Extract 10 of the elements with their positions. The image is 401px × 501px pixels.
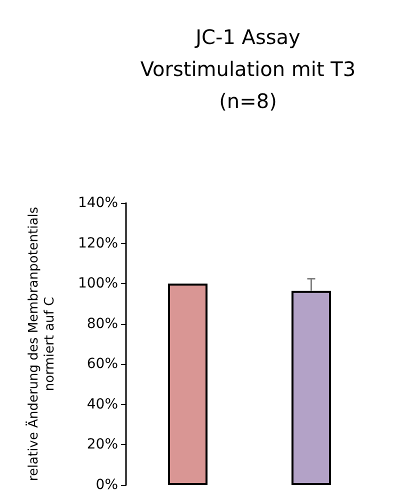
y-tick-label: 140% [78,195,118,211]
y-tick-label: 60% [86,356,118,372]
y-tick-label: 80% [86,316,118,332]
y-axis-title: relative Änderung des Membranpotentials normiert auf C [26,206,58,482]
y-tick-label: 20% [86,436,118,453]
y-tick-label: 100% [78,276,118,292]
y-tick-label: 0% [96,477,118,493]
y-tick-label: 120% [78,235,118,252]
chart-title: JC-1 Assay Vorstimulation mit T3 (n=8) [140,25,356,113]
y-tick-label: 40% [86,396,118,412]
